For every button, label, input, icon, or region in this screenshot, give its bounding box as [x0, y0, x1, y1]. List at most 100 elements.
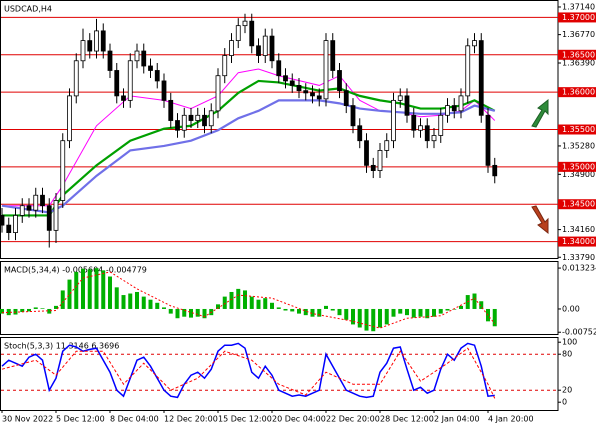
candle-body: [404, 95, 410, 116]
candle-body: [0, 215, 5, 226]
macd-bar: [47, 308, 52, 314]
candle-body: [357, 125, 363, 142]
level-label-box: [558, 199, 596, 210]
level-label: 1.34000: [562, 237, 595, 246]
candle-body: [215, 75, 221, 112]
x-tick-label: 5 Dec 12:00: [56, 415, 105, 424]
candle-body: [107, 50, 113, 71]
candle-body: [283, 75, 288, 82]
candle-body: [303, 90, 309, 94]
candle-body: [33, 194, 39, 211]
macd-bar: [324, 305, 328, 309]
level-label-box: [558, 161, 596, 172]
macd-bar: [54, 305, 58, 309]
macd-bar: [216, 304, 220, 309]
macd-bar: [317, 308, 322, 317]
x-tick-label: 2 Jan 04:00: [434, 415, 480, 424]
stoch-pane: [0, 337, 559, 411]
macd-pane: [0, 261, 559, 335]
x-tick-label: 12 Dec 20:00: [164, 415, 218, 424]
candle-body: [94, 30, 99, 52]
level-label-box: [558, 124, 596, 135]
candle-body: [465, 45, 471, 97]
macd-bar: [438, 308, 443, 314]
candle-body: [411, 114, 417, 131]
macd-bar: [411, 308, 416, 318]
macd-bar: [87, 269, 92, 309]
candle-body: [289, 80, 295, 86]
macd-bar: [297, 308, 301, 314]
y-tick-label: 1.33790: [562, 253, 595, 262]
up-arrow-icon: [531, 98, 549, 128]
candle-body: [229, 40, 234, 56]
candle-body: [6, 224, 12, 233]
macd-bar: [20, 308, 25, 313]
candle-body: [202, 114, 207, 127]
candle-body: [397, 95, 403, 101]
candle-body: [337, 70, 342, 92]
macd-bar: [27, 308, 31, 312]
macd-bar: [459, 305, 463, 309]
macd-bar: [175, 308, 180, 319]
indicator-line: [1, 271, 496, 329]
macd-bar: [67, 279, 72, 309]
macd-bar: [364, 308, 369, 331]
macd-bar: [418, 308, 423, 317]
candle-body: [485, 114, 491, 166]
indicator-line: [1, 347, 496, 399]
macd-bar: [6, 308, 11, 316]
candle-body: [134, 50, 140, 62]
macd-bar: [162, 307, 166, 309]
macd-bar: [94, 268, 99, 309]
down-arrow-icon: [531, 205, 549, 235]
candle-body: [13, 215, 18, 233]
macd-bar: [391, 308, 396, 317]
macd-bar: [40, 308, 45, 309]
candle-body: [472, 40, 477, 47]
macd-bar: [425, 308, 430, 319]
level-label-box: [558, 49, 596, 60]
x-tick-label: 22 Dec 20:00: [326, 415, 380, 424]
macd-bar: [398, 308, 403, 314]
level-label-box: [558, 12, 596, 23]
macd-bar: [256, 299, 261, 309]
candle-body: [208, 110, 214, 127]
macd-bar: [101, 270, 106, 309]
candle-body: [80, 40, 86, 62]
candle-body: [330, 40, 336, 71]
y-tick-label: 80: [562, 350, 572, 359]
y-tick-label: 1.34160: [562, 225, 595, 234]
candle-body: [222, 55, 228, 77]
candle-body: [478, 40, 484, 116]
macd-bar: [432, 308, 436, 317]
macd-bar: [290, 308, 295, 312]
candle-body: [114, 70, 120, 97]
macd-bar: [445, 308, 450, 311]
macd-bar: [141, 296, 146, 309]
candle-body: [40, 194, 45, 207]
candle-body: [175, 120, 180, 131]
candle-body: [458, 95, 464, 112]
macd-bar: [33, 307, 38, 309]
level-label: 1.35000: [562, 162, 595, 171]
indicator-line: [1, 342, 495, 399]
candle-body: [181, 114, 187, 131]
macd-bar: [229, 291, 234, 309]
candle-body: [87, 40, 93, 52]
candle-body: [256, 45, 261, 56]
macd-bar: [276, 307, 281, 309]
macd-bar: [492, 308, 497, 327]
macd-bar: [202, 308, 207, 319]
y-tick-label: 1.35280: [562, 141, 595, 150]
y-tick-label: 1.37140: [562, 2, 595, 11]
candle-body: [370, 164, 376, 171]
candle-body: [161, 80, 167, 101]
macd-bar: [249, 296, 254, 309]
candle-body: [46, 205, 52, 231]
x-tick-label: 28 Dec 12:00: [380, 415, 434, 424]
candle-body: [67, 95, 72, 142]
macd-bar: [371, 308, 376, 332]
macd-bar: [114, 287, 119, 309]
candle-body: [60, 140, 66, 201]
